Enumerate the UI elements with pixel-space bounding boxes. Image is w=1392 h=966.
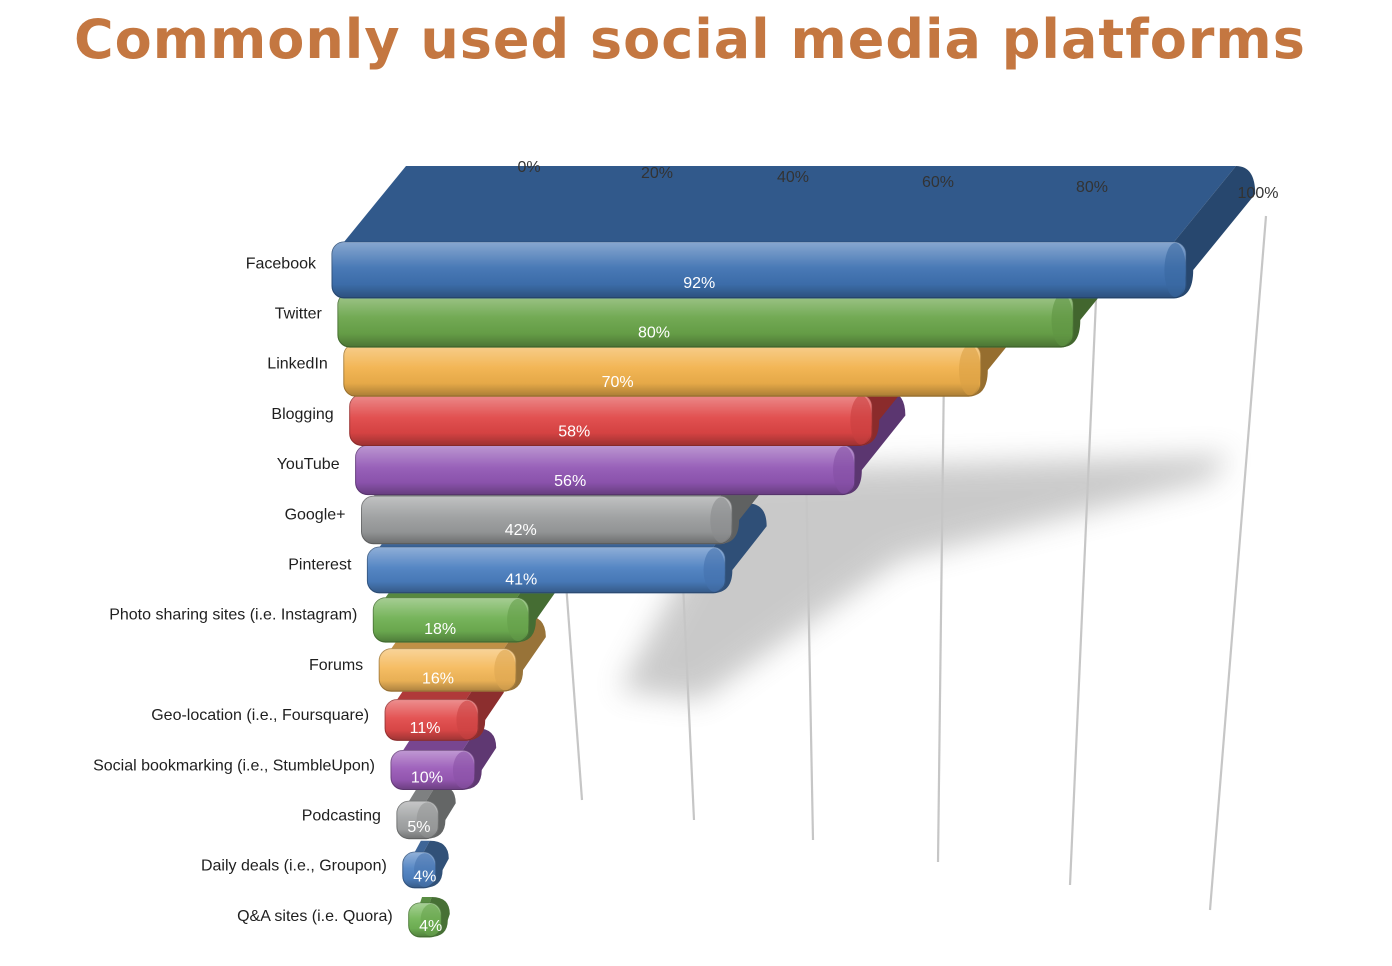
bar-end-youtube <box>833 446 855 494</box>
value-label-social-bookmarking-i-e-stumbleupon: 10% <box>411 770 443 787</box>
category-label-youtube: YouTube <box>277 456 340 473</box>
category-label-blogging: Blogging <box>271 406 333 423</box>
bar-gloss-facebook <box>332 242 1186 298</box>
tick-label-80: 80% <box>1076 179 1108 196</box>
bar-end-facebook <box>1164 243 1186 297</box>
labels-layer: 0% 20% 40% 60% 80% 100% 4% Q&A sites (i.e. Quor… <box>93 159 1278 935</box>
bar-q-a-sites-i-e-quora <box>408 897 450 938</box>
category-label-linkedin: LinkedIn <box>267 356 328 373</box>
bar-gloss-pinterest <box>367 547 726 593</box>
bar-social-bookmarking-i-e-stumbleupon <box>390 728 497 791</box>
category-label-podcasting: Podcasting <box>302 808 381 825</box>
tick-label-20: 20% <box>641 165 673 182</box>
value-label-geo-location-i-e-foursquare: 11% <box>410 720 441 737</box>
gridline-100 <box>1208 215 1268 911</box>
category-label-pinterest: Pinterest <box>288 556 352 573</box>
value-label-facebook: 92% <box>683 275 715 292</box>
value-label-pinterest: 41% <box>505 572 537 589</box>
bar-end-social-bookmarking-i-e-stumbleupon <box>452 751 475 789</box>
bar-shadow <box>620 455 1230 700</box>
bar-top-q-a-sites-i-e-quora <box>420 897 432 903</box>
category-label-forums: Forums <box>309 657 363 674</box>
bar-gloss-social-bookmarking-i-e-stumbleupon <box>391 750 475 790</box>
category-label-twitter: Twitter <box>275 305 323 322</box>
value-label-daily-deals-i-e-groupon: 4% <box>413 868 436 885</box>
bar-top-daily-deals-i-e-groupon <box>414 840 430 853</box>
bar-end-pinterest <box>703 548 726 592</box>
category-label-geo-location-i-e-foursquare: Geo-location (i.e., Foursquare) <box>151 707 369 724</box>
bar-gloss-blogging <box>349 394 872 446</box>
category-label-facebook: Facebook <box>246 255 317 272</box>
chart-title: Commonly used social media platforms <box>74 8 1306 71</box>
value-label-linkedin: 70% <box>602 374 634 391</box>
category-label-q-a-sites-i-e-quora: Q&A sites (i.e. Quora) <box>237 908 393 925</box>
bar-gloss-youtube <box>355 445 855 495</box>
value-label-q-a-sites-i-e-quora: 4% <box>419 918 442 935</box>
bar-facebook <box>331 166 1256 299</box>
bar-end-linkedin <box>958 344 981 396</box>
bar-gloss-linkedin <box>343 343 981 397</box>
bar-end-q-a-sites-i-e-quora <box>420 904 442 936</box>
value-label-forums: 16% <box>422 671 454 688</box>
bar-end-geo-location-i-e-foursquare <box>456 700 479 740</box>
tick-label-100: 100% <box>1238 185 1279 202</box>
value-label-blogging: 58% <box>558 423 590 440</box>
bar-end-photo-sharing-sites-i-e-instagram <box>507 598 529 642</box>
category-label-daily-deals-i-e-groupon: Daily deals (i.e., Groupon) <box>201 858 387 875</box>
bar-daily-deals-i-e-groupon <box>402 840 449 889</box>
bar-gloss-google <box>361 496 732 544</box>
bar-end-blogging <box>850 395 872 445</box>
bar-gloss-twitter <box>337 292 1074 348</box>
value-label-google: 42% <box>505 522 537 539</box>
bars-layer <box>331 166 1256 938</box>
bar-end-twitter <box>1051 293 1074 347</box>
bar-end-google <box>710 497 732 543</box>
gridline-80 <box>1068 209 1102 886</box>
bar-cap-pinterest <box>713 503 767 593</box>
tick-label-60: 60% <box>922 174 954 191</box>
tick-label-40: 40% <box>777 169 809 186</box>
bar-end-daily-deals-i-e-groupon <box>414 853 436 887</box>
bar-top-facebook <box>344 166 1236 242</box>
shadow-layer <box>620 455 1230 700</box>
category-label-google: Google+ <box>285 506 346 523</box>
value-label-youtube: 56% <box>554 473 586 490</box>
category-label-photo-sharing-sites-i-e-instagram: Photo sharing sites (i.e. Instagram) <box>109 607 357 624</box>
bar-end-forums <box>494 649 516 691</box>
category-label-social-bookmarking-i-e-stumbleupon: Social bookmarking (i.e., StumbleUpon) <box>93 757 375 774</box>
value-label-photo-sharing-sites-i-e-instagram: 18% <box>424 621 456 638</box>
value-label-twitter: 80% <box>638 324 670 341</box>
tick-label-0: 0% <box>517 159 540 176</box>
bar-gloss-photo-sharing-sites-i-e-instagram <box>373 597 529 643</box>
bar-podcasting <box>396 784 456 840</box>
value-label-podcasting: 5% <box>407 819 430 836</box>
bar-cap-youtube <box>842 390 906 495</box>
bar-gloss-geo-location-i-e-foursquare <box>385 699 479 741</box>
bar-cap-facebook <box>1174 166 1256 298</box>
bar-end-podcasting <box>416 802 439 838</box>
bar-gloss-forums <box>379 648 516 692</box>
